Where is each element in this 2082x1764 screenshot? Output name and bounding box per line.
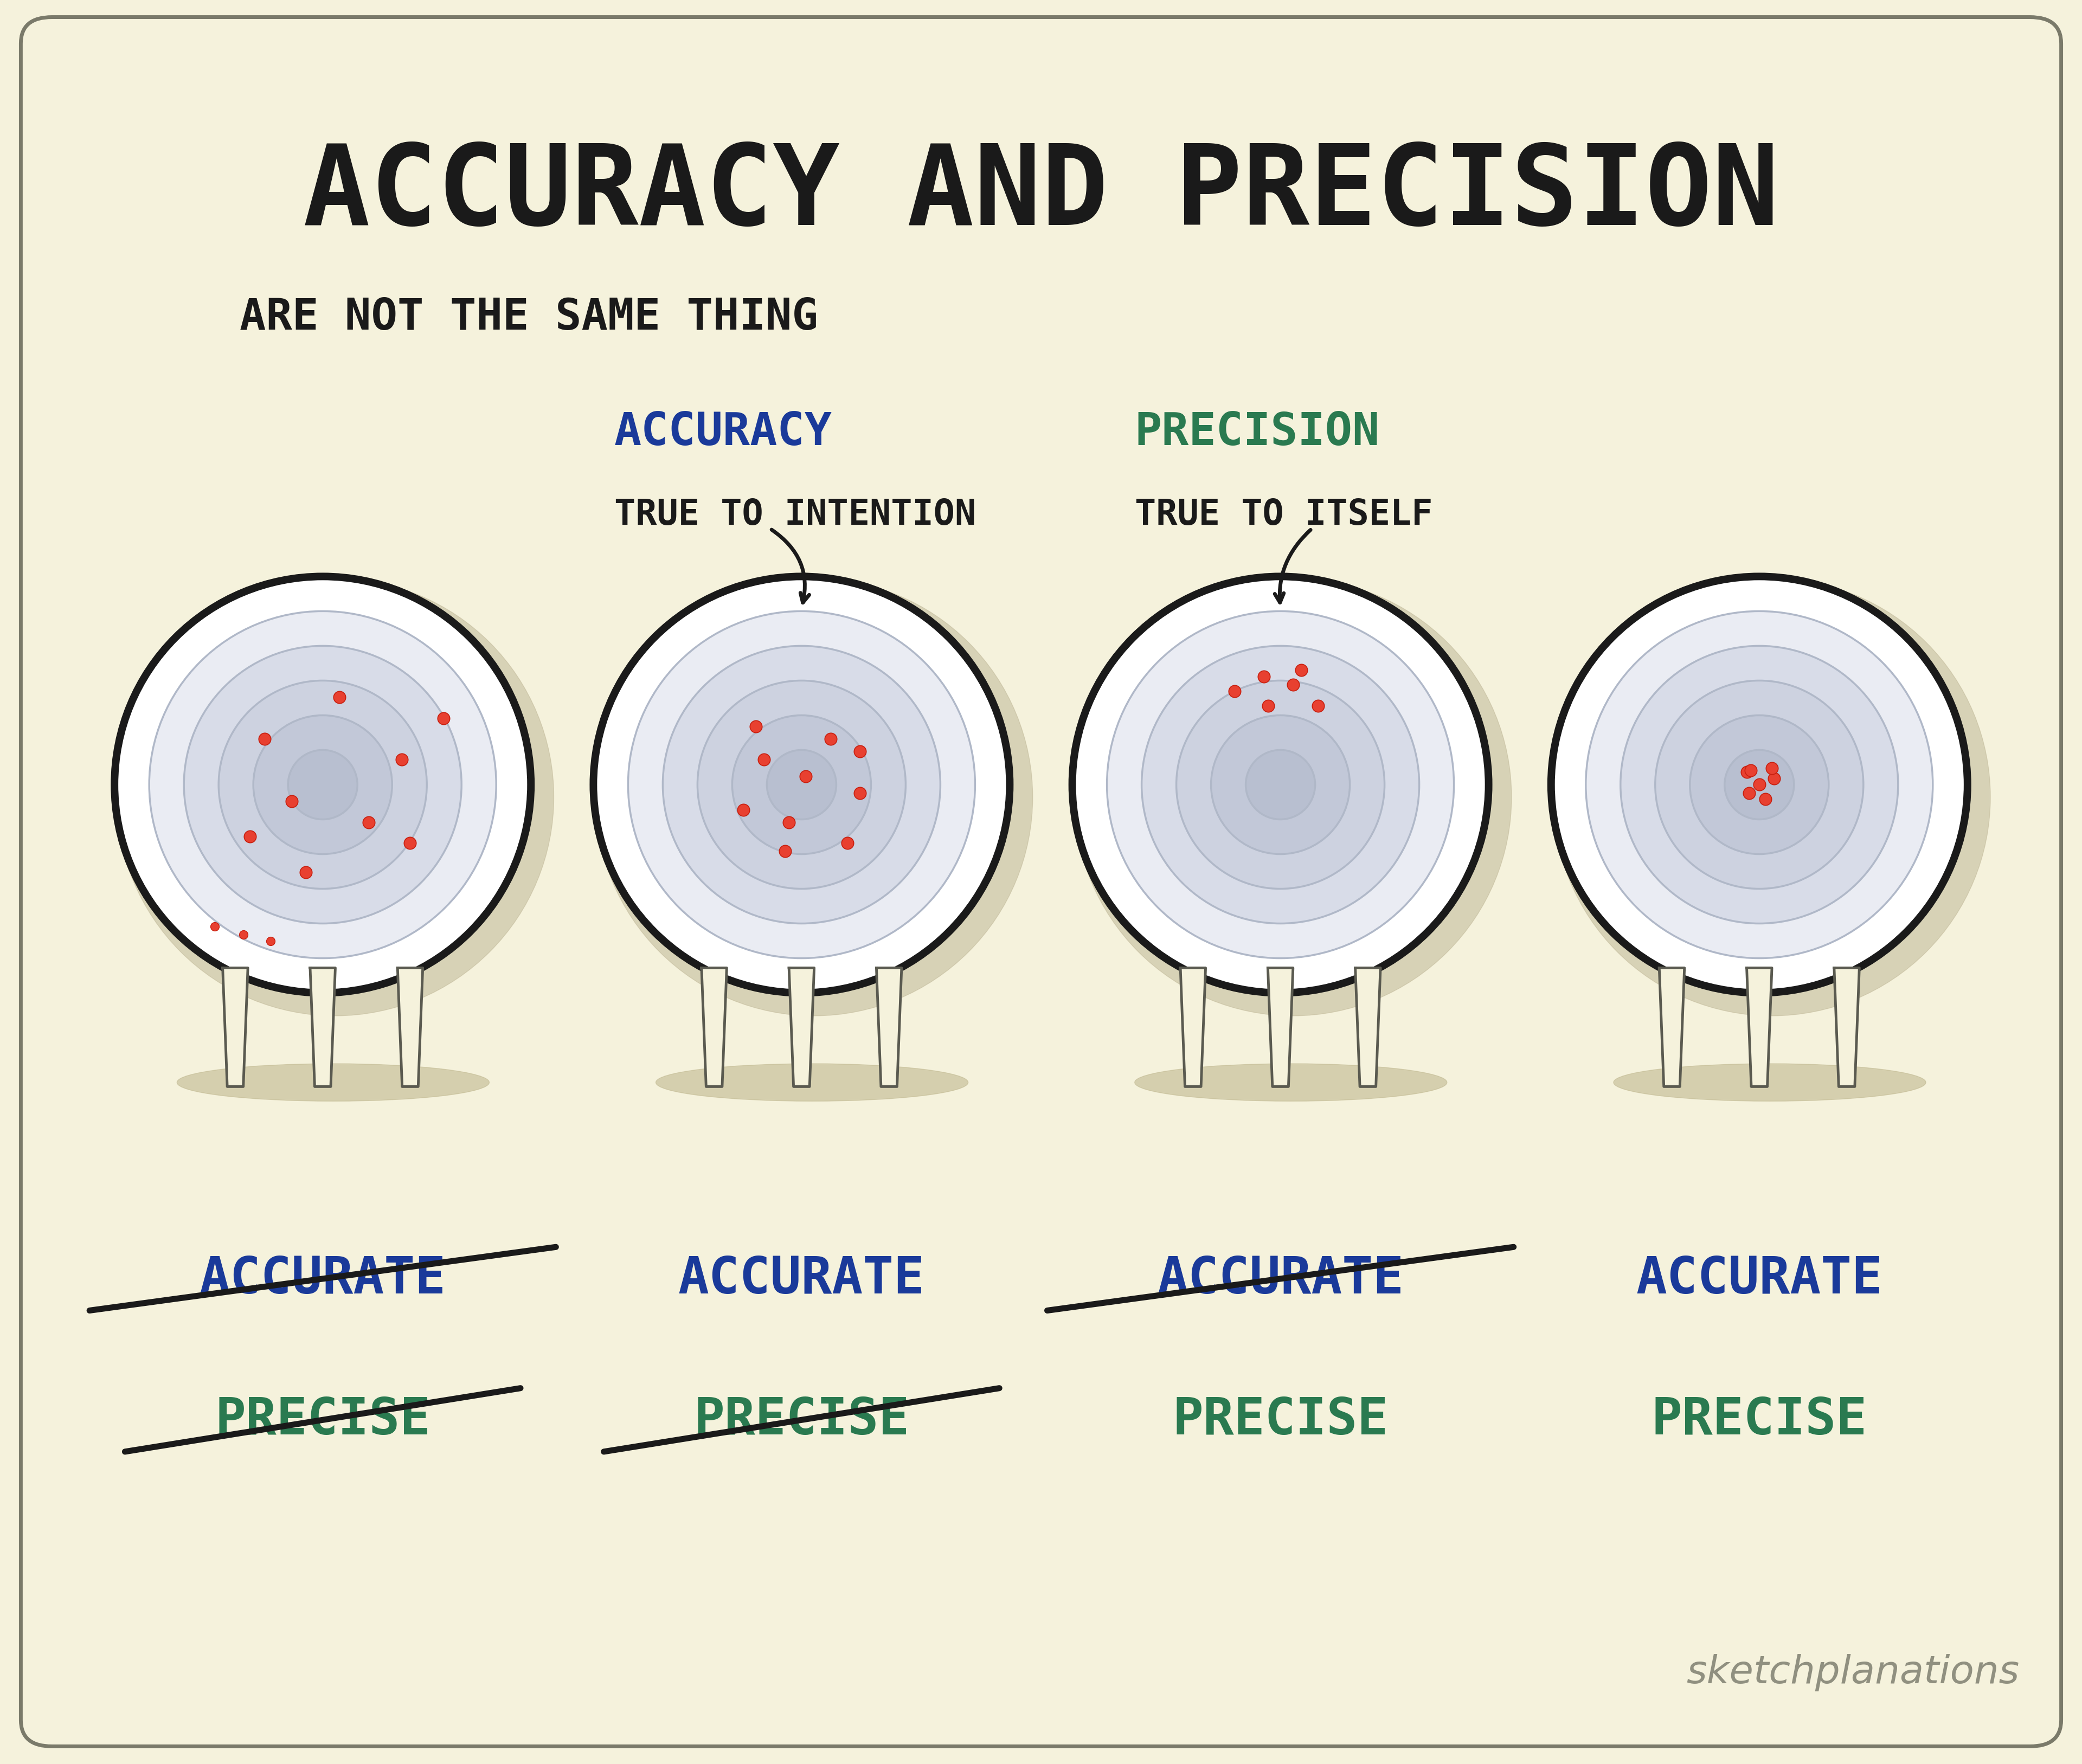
Point bbox=[1732, 780, 1766, 808]
Ellipse shape bbox=[219, 681, 427, 889]
Polygon shape bbox=[1659, 968, 1684, 1087]
Ellipse shape bbox=[1212, 716, 1349, 854]
Ellipse shape bbox=[1074, 579, 1512, 1016]
Ellipse shape bbox=[177, 1064, 489, 1101]
Ellipse shape bbox=[1072, 577, 1489, 993]
Text: ACCURATE: ACCURATE bbox=[679, 1254, 924, 1304]
Polygon shape bbox=[223, 968, 248, 1087]
Ellipse shape bbox=[1724, 750, 1795, 820]
Text: PRECISE: PRECISE bbox=[1651, 1395, 1868, 1445]
Point bbox=[831, 829, 864, 857]
Ellipse shape bbox=[1108, 612, 1453, 958]
Ellipse shape bbox=[1141, 646, 1420, 924]
Point bbox=[1285, 656, 1318, 684]
Ellipse shape bbox=[593, 577, 1010, 993]
Polygon shape bbox=[1834, 968, 1859, 1087]
Point bbox=[1734, 757, 1768, 785]
Ellipse shape bbox=[183, 646, 462, 924]
Ellipse shape bbox=[1176, 681, 1385, 889]
Ellipse shape bbox=[1655, 681, 1863, 889]
Point bbox=[198, 912, 231, 940]
Point bbox=[1757, 764, 1791, 792]
Ellipse shape bbox=[697, 681, 906, 889]
Ellipse shape bbox=[1553, 579, 1990, 1016]
Ellipse shape bbox=[766, 750, 837, 820]
Ellipse shape bbox=[733, 716, 870, 854]
Point bbox=[289, 859, 323, 887]
Ellipse shape bbox=[254, 716, 391, 854]
Point bbox=[747, 746, 781, 774]
Point bbox=[352, 808, 385, 836]
Text: ACCURACY AND PRECISION: ACCURACY AND PRECISION bbox=[304, 139, 1778, 249]
Text: PRECISE: PRECISE bbox=[214, 1395, 431, 1445]
Polygon shape bbox=[310, 968, 335, 1087]
Point bbox=[727, 796, 760, 824]
Ellipse shape bbox=[1135, 1064, 1447, 1101]
Point bbox=[739, 713, 772, 741]
FancyBboxPatch shape bbox=[21, 18, 2061, 1746]
Ellipse shape bbox=[150, 612, 496, 958]
Point bbox=[385, 746, 418, 774]
Ellipse shape bbox=[117, 579, 554, 1016]
Polygon shape bbox=[877, 968, 902, 1087]
Point bbox=[1247, 663, 1280, 691]
Ellipse shape bbox=[1691, 716, 1828, 854]
Point bbox=[1743, 771, 1776, 799]
Point bbox=[1730, 759, 1763, 787]
Point bbox=[789, 762, 822, 790]
Ellipse shape bbox=[1551, 577, 1967, 993]
Point bbox=[248, 725, 281, 753]
Text: TRUE TO INTENTION: TRUE TO INTENTION bbox=[614, 497, 976, 533]
Polygon shape bbox=[398, 968, 423, 1087]
Point bbox=[772, 808, 806, 836]
Point bbox=[227, 921, 260, 949]
Point bbox=[233, 822, 266, 850]
Ellipse shape bbox=[115, 577, 531, 993]
Point bbox=[393, 829, 427, 857]
Ellipse shape bbox=[1245, 750, 1316, 820]
Polygon shape bbox=[789, 968, 814, 1087]
Polygon shape bbox=[1268, 968, 1293, 1087]
Text: sketchplanations: sketchplanations bbox=[1686, 1653, 2020, 1692]
Point bbox=[843, 737, 877, 766]
Ellipse shape bbox=[662, 646, 941, 924]
Polygon shape bbox=[1747, 968, 1772, 1087]
Ellipse shape bbox=[629, 612, 974, 958]
Text: PRECISE: PRECISE bbox=[1172, 1395, 1389, 1445]
Point bbox=[1755, 755, 1788, 783]
Point bbox=[1251, 691, 1285, 720]
Point bbox=[843, 780, 877, 808]
Polygon shape bbox=[702, 968, 727, 1087]
Ellipse shape bbox=[1620, 646, 1899, 924]
Point bbox=[768, 838, 802, 866]
Point bbox=[427, 704, 460, 732]
Ellipse shape bbox=[1614, 1064, 1926, 1101]
Point bbox=[323, 683, 356, 711]
Point bbox=[1276, 670, 1310, 699]
Text: PRECISE: PRECISE bbox=[693, 1395, 910, 1445]
Point bbox=[1749, 785, 1782, 813]
Point bbox=[275, 787, 308, 815]
Point bbox=[1301, 691, 1335, 720]
Ellipse shape bbox=[1586, 612, 1932, 958]
Text: ACCURATE: ACCURATE bbox=[200, 1254, 446, 1304]
Text: ACCURATE: ACCURATE bbox=[1636, 1254, 1882, 1304]
Point bbox=[1218, 677, 1251, 706]
Ellipse shape bbox=[287, 750, 358, 820]
Polygon shape bbox=[1180, 968, 1205, 1087]
Point bbox=[254, 926, 287, 954]
Text: TRUE TO ITSELF: TRUE TO ITSELF bbox=[1135, 497, 1432, 533]
Point bbox=[814, 725, 847, 753]
Text: ACCURATE: ACCURATE bbox=[1158, 1254, 1403, 1304]
Ellipse shape bbox=[656, 1064, 968, 1101]
Polygon shape bbox=[1355, 968, 1380, 1087]
Text: ACCURACY: ACCURACY bbox=[614, 411, 833, 453]
Ellipse shape bbox=[595, 579, 1033, 1016]
Text: PRECISION: PRECISION bbox=[1135, 411, 1380, 453]
Text: ARE NOT THE SAME THING: ARE NOT THE SAME THING bbox=[239, 296, 818, 339]
